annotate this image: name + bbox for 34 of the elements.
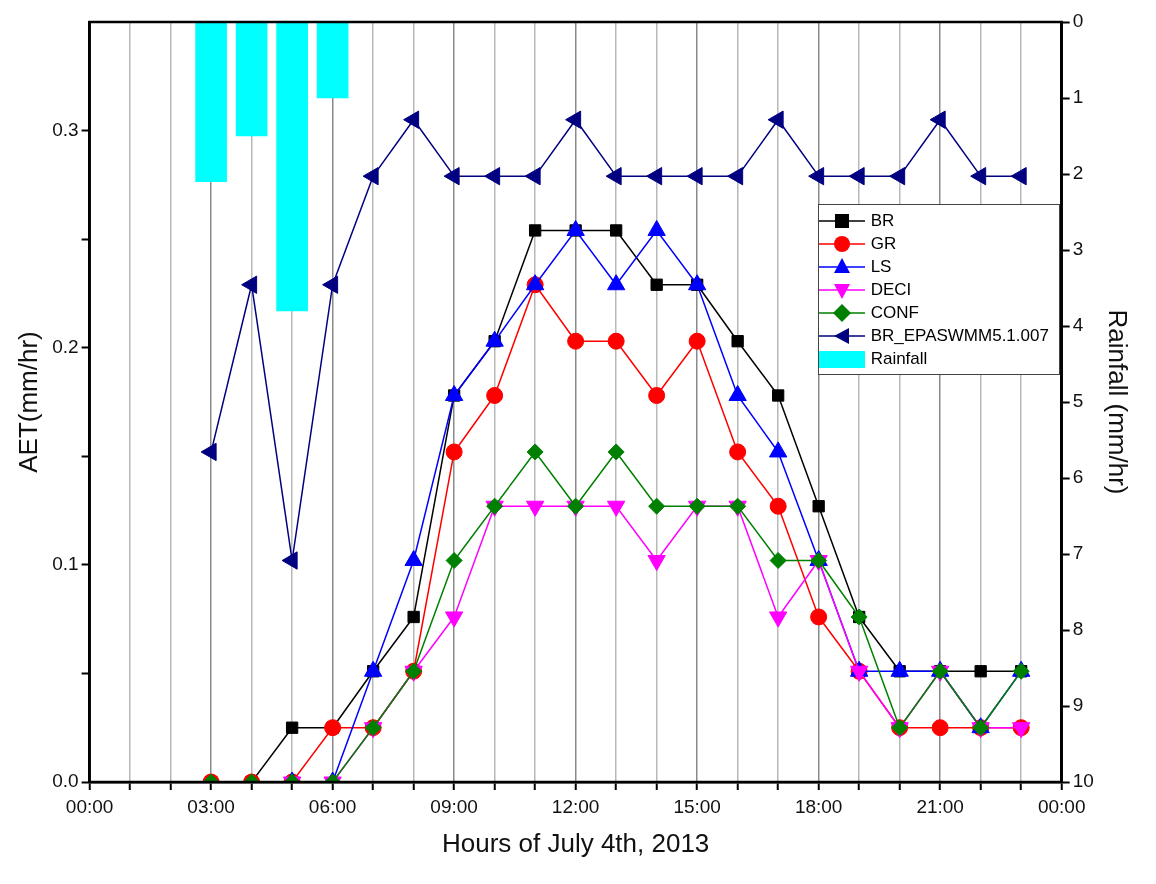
x-axis-title: Hours of July 4th, 2013	[441, 827, 710, 858]
y2-axis-title: Rainfall (mm/hr)	[1103, 309, 1134, 495]
y2-tick-label: 1	[1072, 86, 1084, 108]
legend-label: BR	[870, 210, 895, 233]
y-tick-label: 0.1	[52, 553, 79, 575]
x-tick-label: 12:00	[551, 795, 600, 817]
y2-tick-label: 7	[1072, 542, 1084, 564]
y-axis-title: AET(mm/hr)	[12, 331, 43, 473]
y2-tick-label: 9	[1072, 694, 1084, 716]
x-tick-label: 18:00	[794, 795, 843, 817]
legend-label: BR_EPASWMM5.1.007	[870, 325, 1049, 348]
legend-label: GR	[870, 233, 897, 256]
x-tick-label: 00:00	[65, 795, 114, 817]
y2-tick-label: 10	[1072, 770, 1094, 792]
x-tick-label: 00:00	[1037, 795, 1086, 817]
y2-tick-label: 2	[1072, 162, 1084, 184]
y2-tick-label: 3	[1072, 238, 1084, 260]
y2-tick-label: 6	[1072, 466, 1084, 488]
x-tick-label: 03:00	[187, 795, 235, 817]
legend-label: LS	[870, 256, 892, 279]
legend-label: Rainfall	[870, 348, 928, 371]
y-tick-label: 0.2	[52, 335, 79, 357]
x-tick-label: 21:00	[916, 795, 964, 817]
y2-tick-label: 0	[1072, 10, 1084, 32]
y2-tick-label: 8	[1072, 618, 1084, 640]
y2-tick-label: 5	[1072, 390, 1084, 412]
y-tick-label: 0.3	[52, 118, 79, 140]
legend-label: CONF	[870, 302, 919, 325]
x-tick-label: 15:00	[673, 795, 721, 817]
y-tick-label: 0.0	[52, 770, 79, 792]
legend-label: DECI	[870, 279, 912, 302]
x-tick-label: 09:00	[430, 795, 478, 817]
y2-tick-label: 4	[1072, 314, 1084, 336]
x-tick-label: 06:00	[308, 795, 357, 817]
